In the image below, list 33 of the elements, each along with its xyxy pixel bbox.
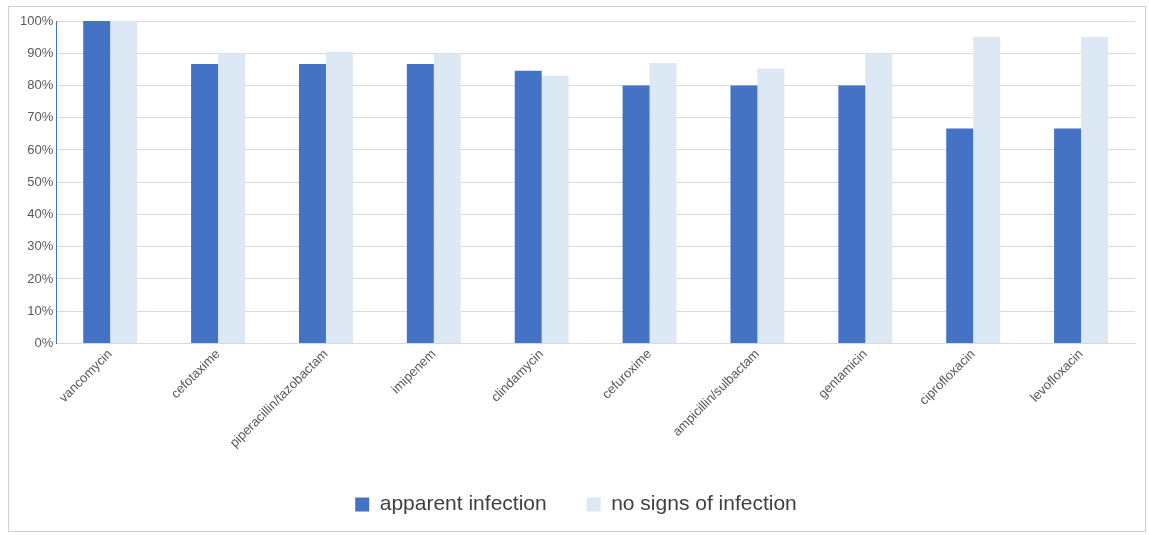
bar <box>325 51 353 343</box>
y-tick-label: 10% <box>27 302 54 318</box>
bar <box>110 21 138 343</box>
bar <box>514 70 542 343</box>
bar <box>298 63 326 343</box>
bar <box>406 63 434 343</box>
y-tick-label: 40% <box>27 206 54 222</box>
bar <box>1054 128 1082 343</box>
bar <box>730 85 758 343</box>
y-tick-label: 100% <box>20 12 54 28</box>
bar <box>622 85 650 343</box>
y-tick-label: 50% <box>27 173 54 189</box>
legend-label: apparent infection <box>379 491 547 515</box>
bar <box>865 53 893 343</box>
y-tick-label: 0% <box>34 335 54 351</box>
bar <box>973 37 1001 343</box>
bar <box>218 53 246 343</box>
bar <box>946 128 974 343</box>
bar <box>649 62 677 343</box>
bar <box>433 53 461 343</box>
bar <box>1081 37 1109 343</box>
bar <box>757 68 785 343</box>
bar <box>191 63 219 343</box>
y-tick-label: 80% <box>27 77 54 93</box>
bar <box>83 21 111 343</box>
y-tick-label: 20% <box>27 270 54 286</box>
y-tick-label: 70% <box>27 109 54 125</box>
y-tick-label: 30% <box>27 238 54 254</box>
y-tick-label: 60% <box>27 141 54 157</box>
legend-label: no signs of infection <box>611 491 797 515</box>
bar <box>541 75 569 343</box>
y-tick-label: 90% <box>27 44 54 60</box>
bar <box>838 85 866 343</box>
